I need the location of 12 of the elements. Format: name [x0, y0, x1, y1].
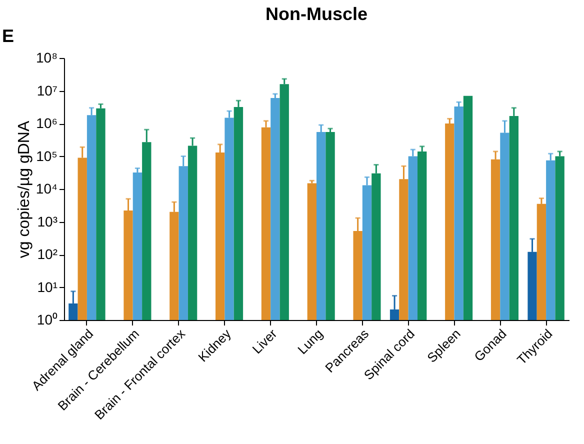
chart-title: Non-Muscle: [265, 4, 368, 24]
y-tick-label: 10³: [37, 213, 58, 230]
y-tick-label: 10⁸: [36, 50, 58, 66]
text: E: [2, 26, 14, 46]
y-tick-label: 10²: [37, 246, 58, 262]
y-tick-label: 10⁷: [36, 82, 58, 98]
y-tick-label: 10⁶: [36, 115, 58, 131]
y-tick-label: 10¹: [37, 278, 58, 295]
y-tick-label: 10⁴: [36, 180, 58, 196]
y-tick-label: 10⁰: [36, 312, 58, 328]
y-axis-title: vg copies/µg gDNA: [16, 120, 33, 258]
y-tick-label: 10⁵: [36, 148, 58, 164]
